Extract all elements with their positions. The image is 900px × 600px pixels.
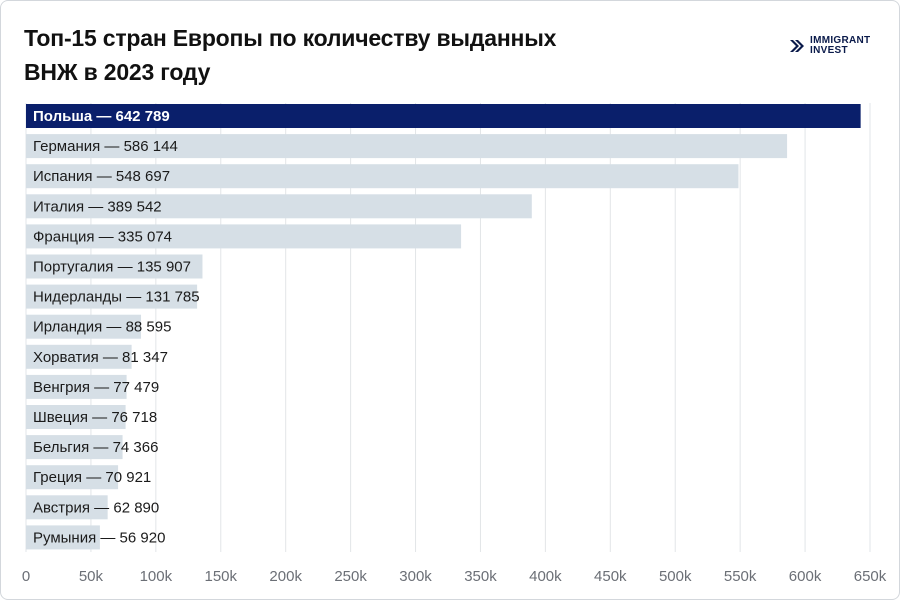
bar [26, 344, 132, 369]
bar [26, 134, 788, 159]
bar-label: Греция — 70 921 [33, 469, 151, 486]
bar-label: Румыния — 56 920 [33, 529, 165, 546]
x-axis-ticks: 0 50k 100k 150k 200k 250k 300k 350k 400k 450k 500k… [22, 568, 887, 585]
bar [26, 164, 739, 189]
bar [26, 194, 532, 219]
x-tick-label: 450k [594, 568, 627, 585]
bar-label: Венгрия — 77 479 [33, 379, 159, 396]
bar-label: Швеция — 76 718 [33, 409, 157, 426]
bar-label: Португалия — 135 907 [33, 259, 191, 276]
bar [26, 374, 127, 399]
bar-label: Италия — 389 542 [33, 198, 162, 215]
bar-label: Австрия — 62 890 [33, 499, 159, 516]
logo-line-2: INVEST [810, 45, 848, 56]
bar [26, 405, 126, 429]
bar-label: Польша — 642 789 [33, 108, 170, 125]
x-tick-label: 600k [789, 568, 822, 585]
bar-label: Хорватия — 81 347 [33, 349, 168, 366]
brand-logo: IMMIGRANT INVEST [789, 36, 870, 56]
bar [26, 465, 119, 490]
x-tick-label: 350k [464, 568, 497, 585]
bar [26, 435, 123, 460]
bar-label: Бельгия — 74 366 [33, 439, 158, 456]
bars [26, 104, 861, 550]
bar-label: Франция — 335 074 [33, 228, 172, 245]
bar-labels: Польша — 642 789 Германия — 586 144 Испани… [33, 108, 200, 546]
bar-label: Испания — 548 697 [33, 168, 170, 185]
x-tick-label: 300k [399, 568, 432, 585]
x-tick-label: 400k [529, 568, 562, 585]
bar [26, 104, 861, 128]
logo-icon [790, 40, 804, 52]
x-tick-label: 250k [334, 568, 367, 585]
x-tick-label: 200k [269, 568, 302, 585]
bar-label: Ирландия — 88 595 [33, 319, 171, 336]
x-tick-label: 50k [79, 568, 104, 585]
x-tick-label: 550k [724, 568, 757, 585]
bar [26, 224, 462, 249]
bar [26, 284, 198, 309]
logo-line-1: IMMIGRANT [810, 35, 871, 46]
bar-label: Нидерланды — 131 785 [33, 289, 200, 306]
bar [26, 314, 142, 339]
x-tick-label: 650k [854, 568, 887, 585]
bar-label: Германия — 586 144 [33, 138, 178, 155]
bar [26, 525, 100, 550]
x-tick-label: 150k [205, 568, 238, 585]
chart-title: Топ-15 стран Европы по количеству выданн… [24, 25, 557, 85]
bar [26, 254, 203, 279]
x-tick-label: 100k [140, 568, 173, 585]
x-tick-label: 500k [659, 568, 692, 585]
bar [26, 495, 108, 520]
x-tick-label: 0 [22, 568, 30, 585]
